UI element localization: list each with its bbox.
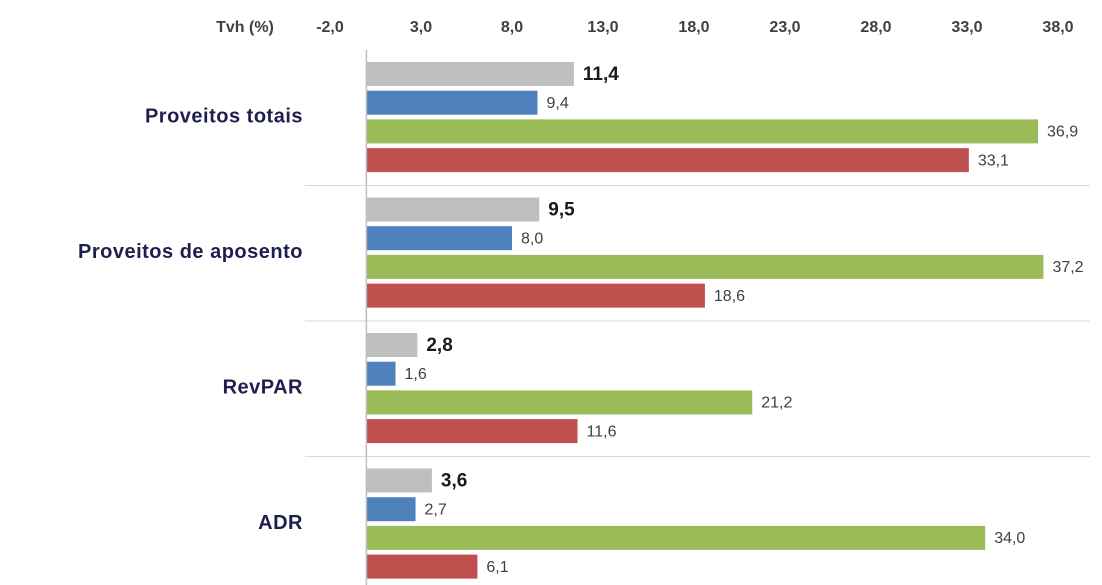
category-label: Proveitos totais	[145, 105, 303, 127]
value-label: 37,2	[1052, 259, 1083, 276]
bar	[366, 361, 396, 386]
value-label: 6,1	[486, 559, 508, 576]
x-tick-label: 33,0	[951, 19, 982, 36]
value-label: 9,4	[546, 95, 568, 112]
x-tick-label: 13,0	[587, 19, 618, 36]
bar	[366, 90, 538, 115]
x-tick-label: 3,0	[410, 19, 432, 36]
value-label: 3,6	[441, 471, 467, 492]
bar	[366, 333, 418, 357]
value-label: 11,6	[587, 423, 617, 440]
category-label: Proveitos de aposento	[78, 241, 303, 263]
category-label: RevPAR	[223, 376, 303, 398]
value-label: 34,0	[994, 530, 1025, 547]
bar	[366, 419, 578, 444]
x-tick-label: 38,0	[1042, 19, 1073, 36]
value-label: 1,6	[405, 366, 427, 383]
bar	[366, 62, 574, 86]
value-label: 8,0	[521, 230, 543, 247]
axis-label: Tvh (%)	[216, 19, 274, 36]
bar	[366, 254, 1044, 279]
bar	[366, 226, 512, 251]
bar	[366, 554, 478, 579]
value-label: 11,4	[583, 64, 619, 85]
x-tick-label: 18,0	[678, 19, 709, 36]
value-label: 33,1	[978, 152, 1009, 169]
bar	[366, 525, 986, 550]
value-label: 21,2	[761, 395, 792, 412]
x-tick-label: 23,0	[769, 19, 800, 36]
x-tick-label: 28,0	[860, 19, 891, 36]
value-label: 2,7	[425, 501, 447, 518]
bar	[366, 283, 705, 308]
value-label: 36,9	[1047, 124, 1078, 141]
value-label: 18,6	[714, 288, 745, 305]
value-label: 2,8	[426, 335, 452, 356]
x-tick-label: 8,0	[501, 19, 523, 36]
bar	[366, 197, 540, 222]
bar	[366, 468, 432, 493]
bar	[366, 497, 416, 522]
x-tick-label: -2,0	[316, 19, 344, 36]
bar	[366, 119, 1038, 144]
category-label: ADR	[258, 512, 303, 534]
bar	[366, 390, 753, 415]
bar	[366, 148, 969, 173]
value-label: 9,5	[548, 200, 575, 221]
